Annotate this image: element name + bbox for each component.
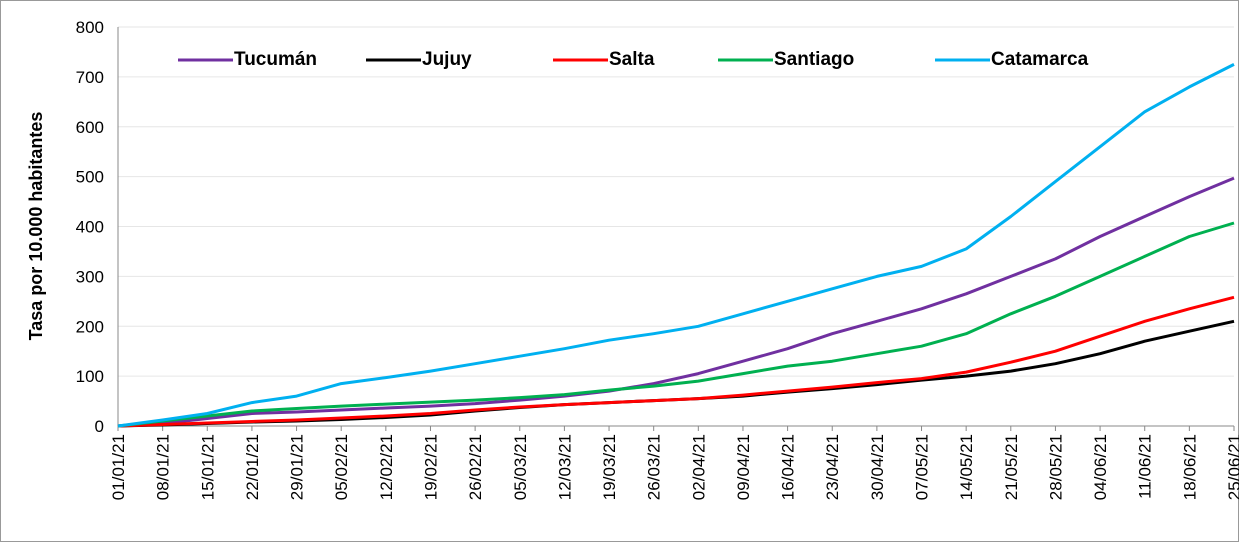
y-tick-label: 700: [76, 68, 104, 87]
x-tick-label: 29/01/21: [288, 434, 307, 500]
y-tick-label: 500: [76, 168, 104, 187]
y-tick-label: 400: [76, 218, 104, 237]
x-tick-label: 12/03/21: [555, 434, 574, 500]
x-tick-label: 16/04/21: [779, 434, 798, 500]
legend-label: Catamarca: [991, 49, 1089, 70]
x-tick-label: 30/04/21: [868, 434, 887, 500]
x-tick-label: 12/02/21: [377, 434, 396, 500]
series-line: [117, 63, 1235, 428]
x-tick-label: 15/01/21: [198, 434, 217, 500]
x-tick-label: 22/01/21: [243, 434, 262, 500]
y-tick-label: 200: [76, 317, 104, 336]
x-tick-label: 19/02/21: [421, 434, 440, 500]
x-tick-label: 05/03/21: [511, 434, 530, 500]
x-tick-label: 23/04/21: [823, 434, 842, 500]
y-tick-label: 0: [95, 417, 104, 436]
x-tick-label: 04/06/21: [1091, 434, 1110, 500]
series-line: [117, 221, 1235, 428]
series-line: [117, 176, 1235, 428]
x-tick-label: 19/03/21: [600, 434, 619, 500]
x-tick-label: 07/05/21: [913, 434, 932, 500]
x-tick-label: 18/06/21: [1180, 434, 1199, 500]
x-tick-label: 01/01/21: [109, 434, 128, 500]
x-tick-label: 05/02/21: [332, 434, 351, 500]
y-axis-label: Tasa por 10.000 habitantes: [26, 112, 46, 341]
x-tick-label: 11/06/21: [1136, 434, 1155, 499]
legend-label: Tucumán: [234, 49, 317, 70]
legend-label: Salta: [609, 49, 655, 70]
x-tick-label: 02/04/21: [689, 434, 708, 500]
x-tick-label: 09/04/21: [734, 434, 753, 500]
y-tick-label: 800: [76, 18, 104, 37]
y-tick-label: 300: [76, 267, 104, 286]
x-tick-label: 21/05/21: [1002, 434, 1021, 500]
x-tick-label: 25/06/21: [1225, 434, 1239, 500]
x-tick-label: 28/05/21: [1046, 434, 1065, 500]
y-tick-label: 100: [76, 367, 104, 386]
legend-label: Santiago: [774, 49, 854, 70]
x-tick-label: 26/03/21: [645, 434, 664, 500]
y-tick-label: 600: [76, 118, 104, 137]
x-tick-label: 14/05/21: [957, 434, 976, 500]
series-line: [117, 295, 1235, 428]
x-tick-label: 08/01/21: [154, 434, 173, 500]
legend-label: Jujuy: [422, 49, 472, 70]
x-tick-label: 26/02/21: [466, 434, 485, 500]
